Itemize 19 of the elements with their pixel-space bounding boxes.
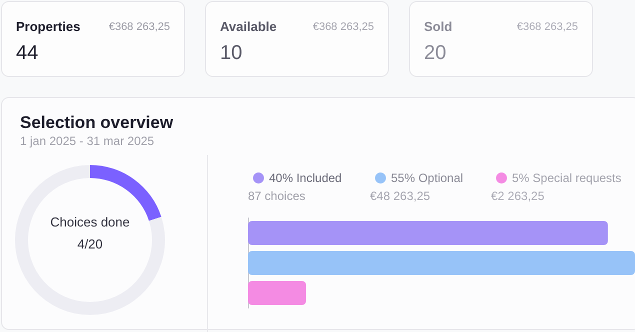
text: Properties <box>16 19 80 34</box>
legend-label: 55% Optional <box>391 171 464 185</box>
text: 20 <box>424 42 446 65</box>
text: €2 263,25 <box>491 189 545 203</box>
text: 44 <box>16 42 38 65</box>
text: Choices done <box>50 214 130 230</box>
legend-label: 5% Special requests <box>512 171 622 185</box>
text: €368 263,25 <box>108 21 170 33</box>
text: €368 263,25 <box>516 21 578 33</box>
text: Sold <box>424 19 452 34</box>
text: €368 263,25 <box>312 21 374 33</box>
legend-label: 40% Included <box>269 171 342 185</box>
chart-subtitle: 1 jan 2025 - 31 mar 2025 <box>20 134 154 148</box>
text: 10 <box>220 42 242 65</box>
text: 4/20 <box>77 236 103 252</box>
text: Available <box>220 19 277 34</box>
text: €48 263,25 <box>370 189 430 203</box>
chart-title: Selection overview <box>20 113 174 132</box>
text: 87 choices <box>248 189 306 203</box>
